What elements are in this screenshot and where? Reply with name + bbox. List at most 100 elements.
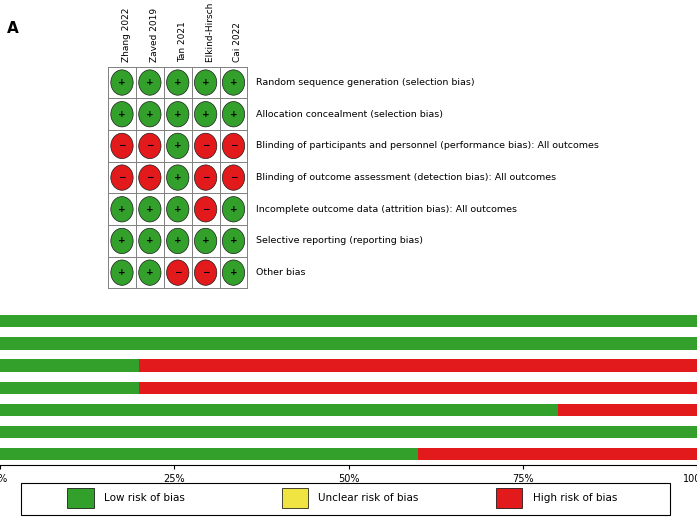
Ellipse shape: [194, 165, 217, 190]
Ellipse shape: [111, 133, 133, 159]
Text: Incomplete outcome data (attrition bias): All outcomes: Incomplete outcome data (attrition bias)…: [256, 205, 516, 214]
Text: Tan 2021: Tan 2021: [178, 22, 187, 63]
Ellipse shape: [111, 165, 133, 190]
Text: −: −: [118, 142, 125, 150]
Text: −: −: [230, 173, 237, 182]
Text: −: −: [202, 268, 209, 277]
Text: +: +: [230, 205, 237, 214]
Text: +: +: [174, 78, 181, 87]
Text: Zaved 2019: Zaved 2019: [150, 8, 159, 63]
Text: +: +: [146, 110, 153, 119]
Text: +: +: [202, 236, 209, 246]
Text: Allocation concealment (selection bias): Allocation concealment (selection bias): [256, 110, 443, 119]
Ellipse shape: [222, 133, 245, 159]
Bar: [0, 448, 418, 460]
Ellipse shape: [167, 229, 189, 254]
Ellipse shape: [194, 101, 217, 127]
Ellipse shape: [194, 133, 217, 159]
Text: High risk of bias: High risk of bias: [533, 493, 617, 503]
Text: Other bias: Other bias: [256, 268, 305, 277]
Text: +: +: [174, 110, 181, 119]
Ellipse shape: [222, 229, 245, 254]
Bar: [0, 315, 697, 327]
Text: −: −: [146, 173, 153, 182]
Text: Blinding of outcome assessment (detection bias): All outcomes: Blinding of outcome assessment (detectio…: [256, 173, 556, 182]
Text: +: +: [118, 205, 125, 214]
Ellipse shape: [194, 229, 217, 254]
Text: Unclear risk of bias: Unclear risk of bias: [319, 493, 419, 503]
Ellipse shape: [222, 101, 245, 127]
Text: +: +: [174, 205, 181, 214]
Bar: [0, 426, 697, 438]
Text: +: +: [118, 268, 125, 277]
Text: +: +: [230, 236, 237, 246]
Ellipse shape: [222, 165, 245, 190]
Ellipse shape: [139, 101, 161, 127]
Bar: [496, 488, 523, 508]
Bar: [0, 404, 558, 416]
Text: −: −: [118, 173, 125, 182]
Text: +: +: [174, 173, 181, 182]
Text: Cai 2022: Cai 2022: [233, 23, 243, 63]
Text: −: −: [202, 205, 209, 214]
Ellipse shape: [111, 70, 133, 95]
Text: +: +: [118, 110, 125, 119]
Text: Elkind-Hirsch 2021: Elkind-Hirsch 2021: [206, 0, 215, 63]
Ellipse shape: [139, 133, 161, 159]
Text: −: −: [174, 268, 181, 277]
Bar: [139, 359, 697, 372]
Bar: [282, 488, 308, 508]
Bar: [139, 382, 697, 394]
Text: +: +: [230, 268, 237, 277]
Ellipse shape: [222, 196, 245, 222]
Ellipse shape: [111, 101, 133, 127]
Text: +: +: [146, 78, 153, 87]
Ellipse shape: [194, 260, 217, 285]
Ellipse shape: [167, 196, 189, 222]
Ellipse shape: [167, 101, 189, 127]
Text: +: +: [146, 268, 153, 277]
Ellipse shape: [167, 70, 189, 95]
Bar: [68, 488, 94, 508]
Text: −: −: [146, 142, 153, 150]
Bar: [418, 448, 697, 460]
Text: +: +: [230, 78, 237, 87]
Text: +: +: [118, 236, 125, 246]
Text: −: −: [202, 173, 209, 182]
Bar: [0, 382, 139, 394]
Ellipse shape: [139, 196, 161, 222]
Text: +: +: [202, 78, 209, 87]
Text: +: +: [146, 236, 153, 246]
Ellipse shape: [139, 260, 161, 285]
Bar: [558, 404, 697, 416]
Text: A: A: [7, 21, 19, 36]
FancyBboxPatch shape: [21, 483, 670, 515]
Ellipse shape: [111, 196, 133, 222]
Ellipse shape: [139, 229, 161, 254]
Text: Selective reporting (reporting bias): Selective reporting (reporting bias): [256, 236, 423, 246]
Text: Random sequence generation (selection bias): Random sequence generation (selection bi…: [256, 78, 475, 87]
Ellipse shape: [139, 70, 161, 95]
Bar: [0, 338, 697, 349]
Text: −: −: [230, 142, 237, 150]
Text: +: +: [118, 78, 125, 87]
Text: +: +: [230, 110, 237, 119]
Text: −: −: [202, 142, 209, 150]
Ellipse shape: [111, 260, 133, 285]
Text: +: +: [174, 236, 181, 246]
Ellipse shape: [167, 165, 189, 190]
Text: +: +: [202, 110, 209, 119]
Ellipse shape: [167, 133, 189, 159]
Ellipse shape: [139, 165, 161, 190]
Text: Zhang 2022: Zhang 2022: [122, 8, 131, 63]
Ellipse shape: [111, 229, 133, 254]
Text: Blinding of participants and personnel (performance bias): All outcomes: Blinding of participants and personnel (…: [256, 142, 599, 150]
Ellipse shape: [222, 70, 245, 95]
Bar: [0, 359, 139, 372]
Ellipse shape: [222, 260, 245, 285]
Text: +: +: [174, 142, 181, 150]
Ellipse shape: [167, 260, 189, 285]
Text: +: +: [146, 205, 153, 214]
Ellipse shape: [194, 196, 217, 222]
Ellipse shape: [194, 70, 217, 95]
